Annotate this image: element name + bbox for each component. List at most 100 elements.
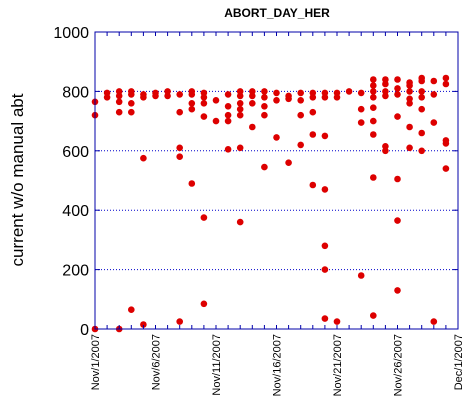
data-point [176, 144, 183, 152]
data-point [442, 74, 450, 82]
data-point [261, 103, 268, 110]
y-axis-label: current w/o manual abt [8, 93, 27, 266]
data-point [442, 80, 450, 88]
data-point [394, 85, 401, 92]
data-point [140, 154, 147, 162]
y-axis-ticks: 0 200 400 600 800 1000 [53, 25, 458, 339]
data-point [188, 100, 196, 107]
data-point [321, 266, 329, 273]
data-point [370, 88, 377, 95]
y-tick-label: 800 [62, 84, 89, 101]
data-point [357, 272, 365, 279]
data-point [418, 105, 426, 113]
data-point [128, 88, 135, 95]
data-point [188, 180, 196, 187]
data-point [382, 143, 389, 150]
data-point [430, 318, 438, 325]
data-point [321, 186, 329, 193]
data-point [200, 214, 208, 221]
data-point [115, 108, 123, 116]
data-point [128, 100, 135, 107]
x-tick-label: Nov/6/2007 [151, 334, 163, 390]
data-point [394, 91, 401, 98]
data-point [321, 89, 329, 97]
data-point [261, 94, 268, 101]
data-point [249, 123, 256, 131]
data-point [297, 111, 305, 119]
data-point [188, 88, 196, 95]
data-point [309, 181, 317, 189]
data-point [418, 147, 426, 155]
data-point [406, 144, 413, 152]
data-point [430, 91, 438, 98]
data-point [249, 100, 256, 107]
data-point [370, 94, 377, 101]
data-point [406, 123, 413, 131]
data-point [176, 318, 183, 325]
data-point [224, 117, 232, 125]
chart-title: ABORT_DAY_HER [224, 6, 330, 20]
data-point [370, 117, 377, 125]
data-point [176, 108, 183, 116]
y-tick-label: 400 [62, 203, 89, 220]
y-tick-label: 600 [62, 144, 89, 161]
data-point [357, 119, 365, 126]
data-point [285, 92, 292, 100]
data-point [406, 88, 413, 95]
data-point [236, 218, 244, 226]
x-tick-label: Nov/1/2007 [90, 334, 102, 390]
data-point [140, 91, 147, 98]
data-point [103, 89, 111, 97]
data-point [152, 89, 159, 97]
data-point [418, 129, 426, 137]
data-point [370, 312, 377, 319]
data-point [236, 111, 244, 119]
data-point [224, 146, 232, 153]
data-point [212, 97, 220, 104]
data-point [321, 132, 329, 140]
data-point [176, 91, 183, 98]
data-point [382, 88, 389, 95]
data-point [297, 97, 305, 104]
x-tick-label: Nov/21/2007 [332, 334, 344, 396]
data-point [418, 88, 426, 95]
data-point [309, 89, 317, 97]
data-point [164, 88, 171, 95]
data-point [273, 89, 280, 97]
y-tick-label: 200 [62, 263, 89, 280]
data-point [309, 108, 317, 116]
x-axis-ticks: Nov/1/2007 Nov/6/2007 Nov/11/2007 Nov/16/20… [90, 32, 465, 396]
data-point [382, 76, 389, 83]
data-point [370, 131, 377, 138]
data-point [212, 117, 220, 125]
data-point [406, 79, 413, 86]
data-point [249, 88, 256, 95]
data-point [115, 88, 123, 95]
y-tick-label: 0 [80, 322, 89, 339]
data-point [370, 82, 377, 89]
data-point [370, 174, 377, 181]
data-points [91, 74, 450, 333]
data-point [176, 153, 183, 160]
data-point [430, 77, 438, 85]
data-point [236, 105, 244, 113]
data-point [200, 113, 208, 120]
data-point [418, 94, 426, 101]
data-point [430, 119, 438, 126]
data-point [115, 98, 123, 106]
x-tick-label: Nov/11/2007 [211, 334, 223, 396]
data-point [200, 89, 208, 97]
data-point [406, 95, 413, 103]
y-tick-label: 1000 [53, 25, 89, 42]
data-point [418, 74, 426, 82]
data-point [128, 108, 135, 116]
data-point [297, 89, 305, 97]
data-point [370, 104, 377, 111]
data-point [273, 97, 280, 104]
data-point [224, 91, 232, 98]
plot-area-frame [94, 31, 459, 330]
data-point [261, 88, 268, 95]
data-point [345, 88, 353, 95]
data-point [128, 306, 135, 314]
